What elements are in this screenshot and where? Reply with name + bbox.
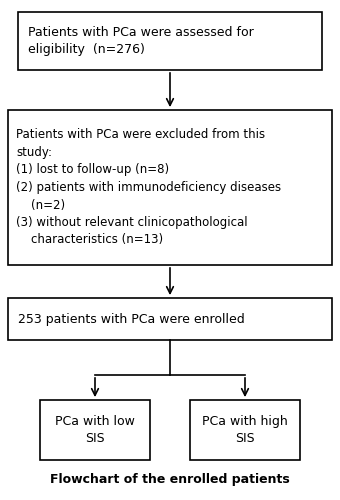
FancyBboxPatch shape xyxy=(18,12,322,70)
FancyBboxPatch shape xyxy=(8,110,332,265)
Text: 253 patients with PCa were enrolled: 253 patients with PCa were enrolled xyxy=(18,312,245,326)
FancyBboxPatch shape xyxy=(8,298,332,340)
FancyBboxPatch shape xyxy=(40,400,150,460)
Text: Patients with PCa were assessed for
eligibility  (n=276): Patients with PCa were assessed for elig… xyxy=(28,26,254,56)
Text: PCa with high
SIS: PCa with high SIS xyxy=(202,415,288,445)
FancyBboxPatch shape xyxy=(190,400,300,460)
Text: Patients with PCa were excluded from this
study:
(1) lost to follow-up (n=8)
(2): Patients with PCa were excluded from thi… xyxy=(16,128,281,246)
Text: PCa with low
SIS: PCa with low SIS xyxy=(55,415,135,445)
Text: Flowchart of the enrolled patients: Flowchart of the enrolled patients xyxy=(50,474,290,486)
